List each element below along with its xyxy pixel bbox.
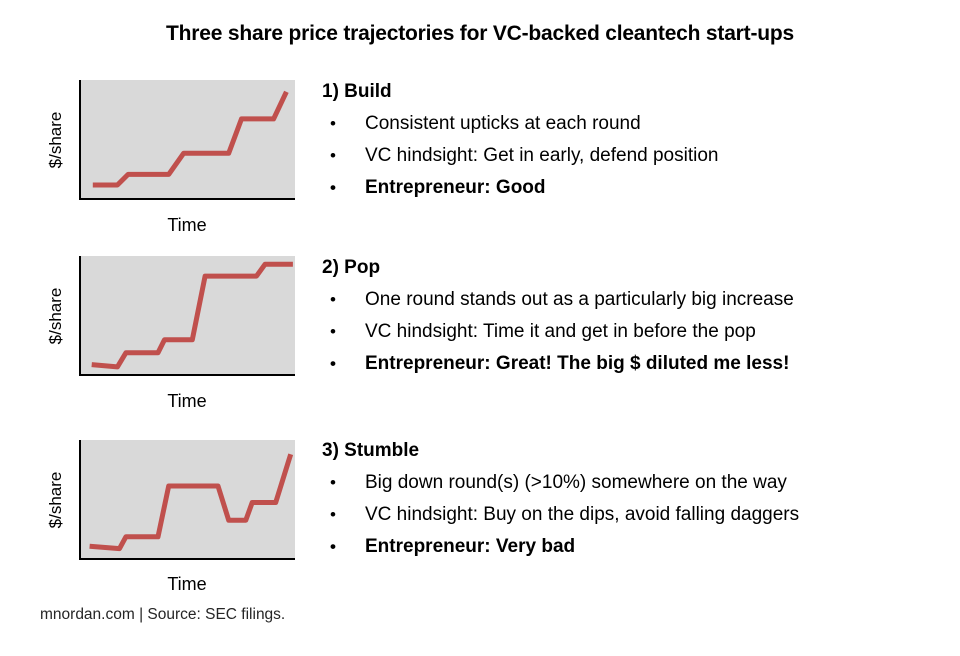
bullet-text: Entrepreneur: Good	[365, 177, 546, 198]
y-axis-label: $/share	[46, 471, 65, 529]
bullet-icon: •	[330, 178, 336, 197]
section-heading: 3) Stumble	[322, 440, 420, 461]
list-item: • VC hindsight: Time it and get in before…	[322, 316, 947, 348]
list-item: • Entrepreneur: Great! The big $ diluted …	[322, 348, 947, 380]
list-item: • Entrepreneur: Very bad	[322, 531, 947, 563]
bullet-icon: •	[330, 322, 336, 341]
x-axis-label: Time	[167, 391, 207, 411]
section-build: 1) Build • Consistent upticks at each rou…	[322, 76, 947, 204]
bullet-icon: •	[330, 146, 336, 165]
y-axis-label: $/share	[46, 287, 65, 345]
bullet-text: Entrepreneur: Very bad	[365, 536, 576, 557]
bullet-icon: •	[330, 537, 336, 556]
bullet-text: VC hindsight: Get in early, defend posit…	[365, 145, 719, 166]
chart-build	[79, 80, 295, 200]
list-item: • VC hindsight: Buy on the dips, avoid fa…	[322, 499, 947, 531]
bullet-text: Entrepreneur: Great! The big $ diluted m…	[365, 353, 790, 374]
list-item: • Consistent upticks at each round	[322, 108, 947, 140]
bullet-icon: •	[330, 354, 336, 373]
section-heading: 2) Pop	[322, 257, 381, 278]
bullet-icon: •	[330, 505, 336, 524]
bullet-list: • One round stands out as a particularly …	[322, 284, 947, 380]
chart-stumble	[79, 440, 295, 560]
bullet-list: • Big down round(s) (>10%) somewhere on t…	[322, 467, 947, 563]
source-attribution: mnordan.com | Source: SEC filings.	[40, 606, 286, 623]
list-item: • VC hindsight: Get in early, defend posi…	[322, 140, 947, 172]
x-axis-label: Time	[167, 574, 207, 594]
bullet-text: VC hindsight: Buy on the dips, avoid fal…	[365, 504, 800, 525]
bullet-text: Consistent upticks at each round	[365, 113, 641, 134]
section-stumble: 3) Stumble • Big down round(s) (>10%) som…	[322, 435, 947, 563]
bullet-icon: •	[330, 114, 336, 133]
page-title: Three share price trajectories for VC-ba…	[166, 22, 794, 45]
y-axis-label: $/share	[46, 111, 65, 169]
list-item: • One round stands out as a particularly …	[322, 284, 947, 316]
bullet-text: One round stands out as a particularly b…	[365, 289, 794, 310]
list-item: • Big down round(s) (>10%) somewhere on t…	[322, 467, 947, 499]
chart-pop	[79, 256, 295, 376]
bullet-text: VC hindsight: Time it and get in before …	[365, 321, 756, 342]
list-item: • Entrepreneur: Good	[322, 172, 947, 204]
bullet-list: • Consistent upticks at each round • VC hi…	[322, 108, 947, 204]
bullet-text: Big down round(s) (>10%) somewhere on th…	[365, 472, 787, 493]
section-heading: 1) Build	[322, 81, 392, 102]
bullet-icon: •	[330, 473, 336, 492]
bullet-icon: •	[330, 290, 336, 309]
section-pop: 2) Pop • One round stands out as a partic…	[322, 252, 947, 380]
x-axis-label: Time	[167, 215, 207, 235]
